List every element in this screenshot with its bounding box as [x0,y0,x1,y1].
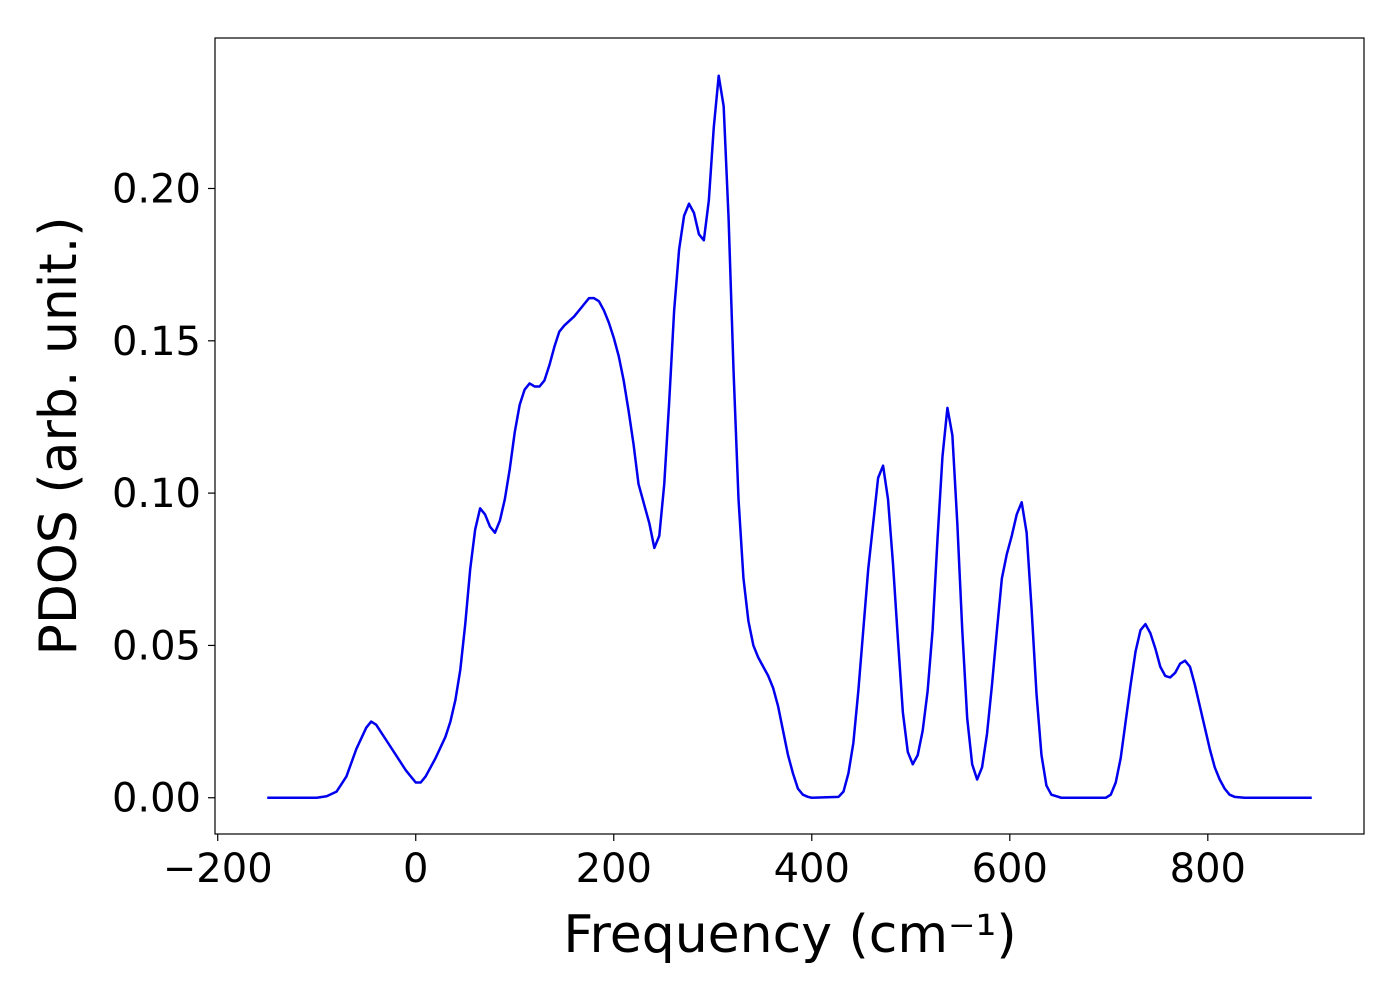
y-tick-label: 0.10 [112,471,201,517]
y-tick-label: 0.15 [112,319,201,365]
y-axis-label: PDOS (arb. unit.) [29,216,89,655]
y-tick-label: 0.05 [112,623,201,669]
y-tick-label: 0.20 [112,166,201,212]
plot-frame [214,37,1365,835]
x-tick-label: −200 [163,846,273,892]
x-tick-label: 400 [774,846,850,892]
x-tick-label: 600 [972,846,1048,892]
x-tick-label: 0 [403,846,428,892]
x-tick-label: 800 [1170,846,1246,892]
x-axis-label: Frequency (cm⁻¹) [563,905,1016,965]
x-tick-label: 200 [576,846,652,892]
y-tick-label: 0.00 [112,776,201,822]
line-series [267,74,1312,799]
